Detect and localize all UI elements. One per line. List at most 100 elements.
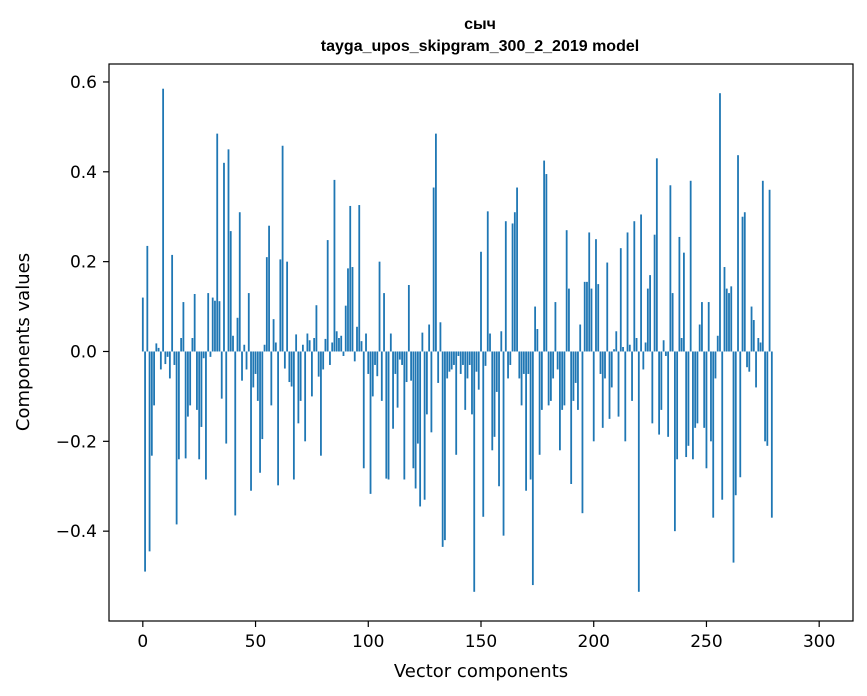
bar xyxy=(261,351,264,440)
bar xyxy=(669,185,672,352)
bar xyxy=(540,351,543,410)
bar xyxy=(148,351,151,552)
bar xyxy=(559,351,561,451)
bar xyxy=(525,351,527,491)
bar xyxy=(651,351,654,424)
bar xyxy=(737,155,739,352)
bar xyxy=(685,351,688,458)
bar xyxy=(586,281,588,352)
bar xyxy=(281,145,284,352)
bar xyxy=(144,351,146,572)
bar xyxy=(486,211,489,352)
bar xyxy=(389,333,392,352)
bar xyxy=(150,351,153,456)
chart-subtitle: tayga_upos_skipgram_300_2_2019 model xyxy=(321,38,639,55)
bar xyxy=(155,343,158,352)
bar xyxy=(270,351,273,406)
bar xyxy=(734,351,737,496)
bar xyxy=(676,351,679,460)
bar xyxy=(617,351,620,417)
bar xyxy=(473,351,476,592)
bar xyxy=(430,351,433,433)
bar xyxy=(493,351,496,437)
bar xyxy=(202,351,205,359)
x-tick-label: 0 xyxy=(137,632,148,652)
bar xyxy=(254,351,257,374)
bar xyxy=(193,293,196,352)
bar xyxy=(245,351,248,370)
bar xyxy=(637,351,640,592)
bar xyxy=(755,351,757,388)
x-tick-label: 250 xyxy=(690,632,722,652)
bar xyxy=(274,342,277,352)
bar xyxy=(421,332,424,352)
bar xyxy=(338,338,340,352)
bar xyxy=(394,351,397,374)
bar xyxy=(419,351,422,507)
bar xyxy=(764,351,766,442)
bar xyxy=(615,331,618,352)
bar xyxy=(241,351,243,381)
bar xyxy=(554,302,557,352)
bar xyxy=(680,338,683,352)
bar xyxy=(353,351,356,362)
bar xyxy=(662,340,665,352)
bar xyxy=(173,351,176,365)
bar xyxy=(714,351,717,379)
bar xyxy=(349,205,352,352)
x-axis-label: Vector components xyxy=(394,661,568,682)
bar xyxy=(441,351,444,547)
bar xyxy=(475,351,478,372)
bar xyxy=(538,351,541,455)
bar xyxy=(205,351,207,480)
bar xyxy=(369,351,372,494)
bar xyxy=(457,351,460,356)
bar xyxy=(175,351,178,525)
bar xyxy=(768,189,771,352)
bar xyxy=(329,351,331,365)
bar xyxy=(667,351,670,437)
x-tick-label: 100 xyxy=(352,632,384,652)
bar xyxy=(347,268,349,352)
bar xyxy=(513,212,516,352)
bar xyxy=(371,351,374,397)
bar xyxy=(367,351,370,374)
bar xyxy=(292,351,295,480)
bar xyxy=(439,322,442,352)
plot-frame xyxy=(108,63,854,622)
bar xyxy=(272,319,275,352)
bar xyxy=(297,351,300,424)
bar xyxy=(405,351,408,383)
bar xyxy=(766,351,769,446)
bar xyxy=(234,351,237,516)
bar xyxy=(545,174,548,352)
bar xyxy=(536,329,539,352)
bar xyxy=(279,259,282,352)
bar xyxy=(146,245,149,352)
bar xyxy=(732,351,735,563)
y-tick-label: −0.4 xyxy=(56,522,97,542)
bar xyxy=(516,187,518,352)
bar xyxy=(531,351,534,586)
bar xyxy=(232,335,234,352)
bar xyxy=(229,231,232,352)
bar xyxy=(432,187,435,352)
bar xyxy=(741,216,744,352)
bar xyxy=(730,286,733,352)
bar xyxy=(655,158,658,352)
bar xyxy=(407,285,410,352)
bar xyxy=(308,340,311,352)
bar xyxy=(247,293,250,352)
bar xyxy=(725,288,728,352)
bar xyxy=(698,324,701,352)
x-tick-label: 150 xyxy=(465,632,497,652)
bar xyxy=(351,267,354,352)
bar xyxy=(265,257,268,352)
bar xyxy=(450,351,453,370)
bar xyxy=(360,341,363,352)
bar xyxy=(626,232,629,352)
bar xyxy=(214,300,216,352)
bar xyxy=(723,267,726,352)
bar xyxy=(502,351,505,536)
bar xyxy=(673,351,676,532)
